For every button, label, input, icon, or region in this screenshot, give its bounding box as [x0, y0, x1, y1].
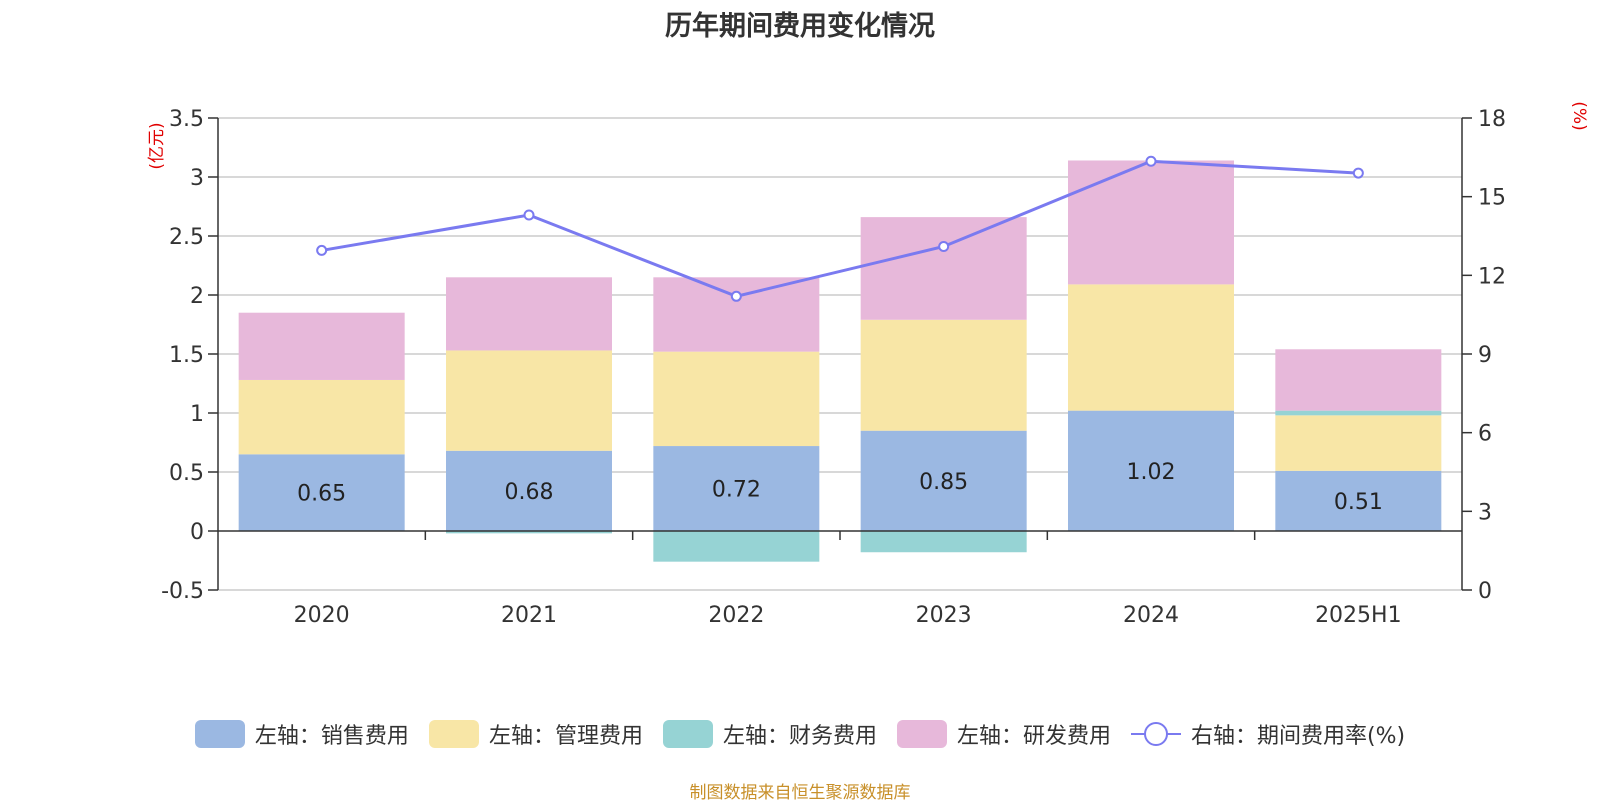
- legend-swatch: [428, 720, 479, 748]
- rate-point: [1145, 155, 1157, 167]
- bar: [653, 531, 820, 562]
- right-tick-label: 6: [1478, 422, 1492, 447]
- bar: [1068, 410, 1234, 531]
- bar: [1068, 160, 1234, 285]
- legend-item[interactable]: 左轴：管理费用: [428, 718, 643, 750]
- bar: [1275, 349, 1442, 411]
- right-tick-label: 3: [1478, 500, 1492, 525]
- bar: [1068, 284, 1234, 411]
- left-tick-label: -0.5: [161, 579, 204, 604]
- legend-swatch: [662, 720, 713, 748]
- bar-series: [238, 160, 1442, 562]
- bar: [653, 277, 820, 352]
- bar: [860, 430, 1027, 531]
- rate-point: [316, 244, 328, 256]
- left-tick-label: 0: [190, 520, 204, 545]
- bar: [238, 379, 405, 455]
- right-tick-label: 15: [1478, 186, 1506, 211]
- left-axis-unit: (亿元): [147, 122, 167, 169]
- legend-label: 左轴：销售费用: [254, 724, 409, 749]
- bar: [446, 450, 612, 531]
- bar: [653, 446, 820, 531]
- left-tick-label: 3.5: [169, 107, 204, 132]
- left-tick-label: 2.5: [169, 225, 204, 250]
- bar-data-label: 0.68: [505, 480, 554, 505]
- bar: [446, 350, 612, 451]
- bar-data-label: 0.85: [919, 470, 968, 495]
- bar: [860, 531, 1027, 553]
- bar-data-label: 0.72: [712, 478, 761, 503]
- legend-item[interactable]: 左轴：研发费用: [896, 718, 1111, 750]
- rate-point: [1352, 167, 1364, 179]
- rate-line: [321, 159, 1359, 298]
- data-labels: 0.65 0.68 0.72 0.85 1.02 0.51: [297, 460, 1383, 515]
- left-tick-label: 1: [190, 402, 204, 427]
- bar: [1275, 415, 1442, 471]
- bar: [1275, 470, 1442, 531]
- left-tick-label: 3: [190, 166, 204, 191]
- left-tick-label: 2: [190, 284, 204, 309]
- bar: [238, 454, 405, 531]
- bar: [653, 351, 820, 447]
- legend-item[interactable]: 左轴：财务费用: [662, 718, 877, 750]
- legend: 左轴：销售费用 左轴：管理费用 左轴：财务费用 左轴：研发费用 右轴：期间费用率(%): [0, 718, 1600, 750]
- left-tick-label: 1.5: [169, 343, 204, 368]
- rate-point: [730, 290, 742, 302]
- x-tick-label: 2020: [294, 603, 350, 628]
- bar: [446, 531, 612, 534]
- bar: [238, 312, 405, 380]
- right-tick-label: 9: [1478, 343, 1492, 368]
- bar: [446, 277, 612, 351]
- rate-point: [938, 240, 950, 252]
- bar-data-label: 0.65: [297, 482, 346, 507]
- right-tick-label: 18: [1478, 107, 1506, 132]
- legend-item[interactable]: 右轴：期间费用率(%): [1130, 718, 1406, 750]
- right-axis-unit: (%): [1569, 101, 1589, 130]
- left-tick-label: 0.5: [169, 461, 204, 486]
- legend-label: 左轴：研发费用: [956, 724, 1111, 749]
- x-tick-label: 2022: [708, 603, 764, 628]
- grid-lines: [218, 117, 1462, 591]
- legend-swatch: [896, 720, 947, 748]
- x-tick-label: 2021: [501, 603, 557, 628]
- x-tick-label: 2025H1: [1315, 603, 1402, 628]
- legend-line-swatch: [1130, 720, 1181, 748]
- legend-label: 左轴：财务费用: [722, 724, 877, 749]
- bar: [860, 319, 1027, 431]
- source-note: 制图数据来自恒生聚源数据库: [689, 783, 911, 803]
- line-series: [316, 155, 1364, 302]
- right-tick-label: 0: [1478, 579, 1492, 604]
- x-tick-label: 2023: [916, 603, 972, 628]
- right-tick-label: 12: [1478, 264, 1506, 289]
- rate-point: [523, 209, 535, 221]
- legend-label: 右轴：期间费用率(%): [1190, 724, 1406, 749]
- legend-item[interactable]: 左轴：销售费用: [194, 718, 409, 750]
- chart-title: 历年期间费用变化情况: [665, 11, 935, 42]
- legend-swatch: [194, 720, 245, 748]
- legend-label: 左轴：管理费用: [488, 724, 643, 749]
- bar: [860, 217, 1027, 320]
- bar-data-label: 0.51: [1334, 490, 1383, 515]
- bar: [1275, 410, 1442, 416]
- x-tick-label: 2024: [1123, 603, 1179, 628]
- bar-data-label: 1.02: [1127, 460, 1176, 485]
